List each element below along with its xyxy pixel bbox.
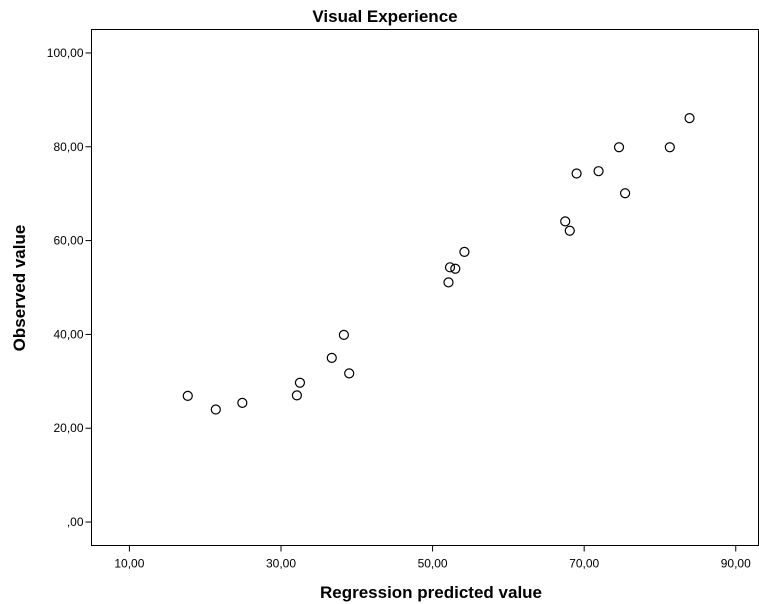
data-point	[326, 352, 337, 363]
x-tick-label: 50,00	[418, 557, 448, 571]
data-point	[294, 377, 306, 388]
data-point	[338, 329, 349, 340]
data-point	[571, 168, 582, 179]
data-point	[237, 397, 248, 408]
x-axis-title: Regression predicted value	[320, 583, 542, 602]
y-axis: ,00 20,00 40,00 60,00 80,00 100,00	[47, 46, 92, 529]
x-tick-label: 10,00	[114, 557, 144, 571]
y-tick-label: 60,00	[53, 234, 83, 248]
x-tick-label: 30,00	[266, 557, 296, 571]
data-point	[443, 277, 454, 288]
data-point	[613, 142, 625, 153]
x-axis: 10,00 30,00 50,00 70,00 90,00	[114, 545, 751, 571]
data-point	[619, 188, 631, 199]
y-tick-label: ,00	[67, 515, 84, 529]
data-point	[182, 390, 193, 401]
y-tick-label: 80,00	[53, 140, 83, 154]
data-point	[450, 263, 461, 274]
plot-frame	[91, 29, 759, 546]
data-point	[560, 216, 571, 227]
x-tick-label: 90,00	[721, 557, 751, 571]
data-point	[444, 262, 456, 273]
y-axis-title: Observed value	[10, 225, 29, 352]
data-point	[664, 142, 675, 153]
data-point	[344, 368, 355, 379]
y-tick-label: 40,00	[53, 327, 83, 341]
y-tick-label: 100,00	[47, 46, 84, 60]
data-point	[564, 225, 575, 236]
data-point	[291, 390, 303, 401]
chart-title: Visual Experience	[312, 7, 457, 26]
data-point	[684, 113, 695, 124]
data-points	[182, 113, 695, 415]
data-point	[459, 246, 470, 257]
data-point	[210, 404, 221, 415]
y-tick-label: 20,00	[53, 421, 83, 435]
x-tick-label: 70,00	[569, 557, 599, 571]
data-point	[593, 166, 604, 177]
